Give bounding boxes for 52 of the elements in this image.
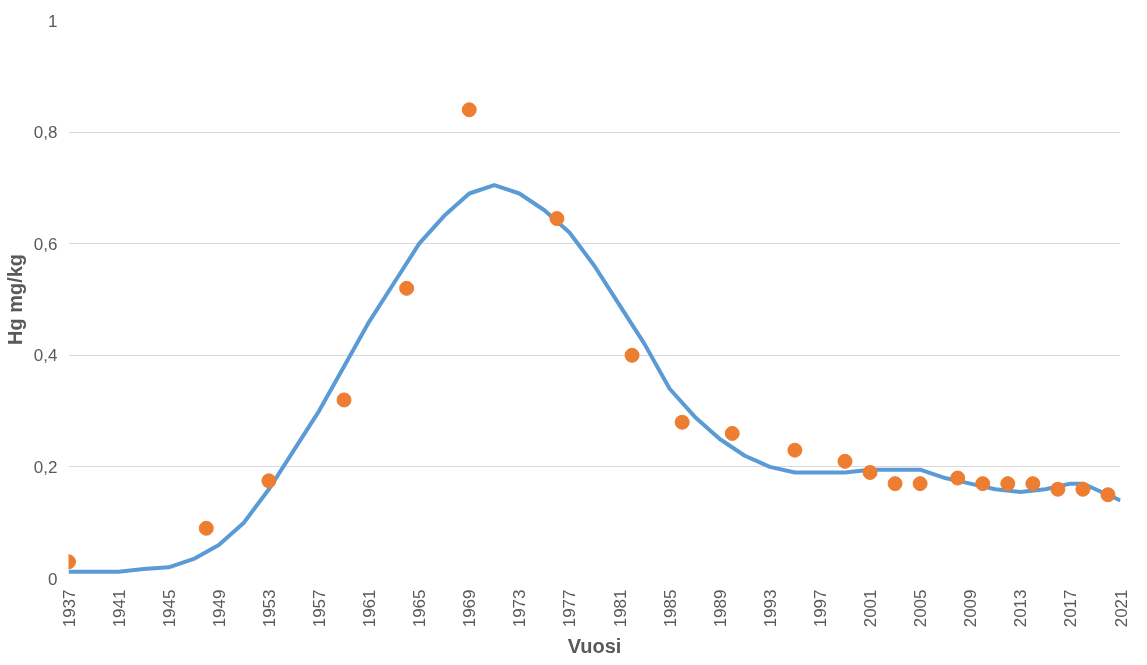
point (887, 476, 903, 492)
x-tick-label: 2017 (1061, 589, 1081, 628)
point (862, 464, 878, 480)
point (624, 347, 640, 363)
x-tick-label: 2001 (861, 589, 881, 628)
y-tick-label: 0,4 (33, 346, 58, 366)
point (975, 476, 991, 492)
x-tick-label: 1945 (159, 589, 179, 628)
x-tick-label: 2005 (911, 589, 931, 628)
y-tick-label: 0,8 (33, 123, 58, 143)
point (399, 280, 415, 296)
y-axis-title: Hg mg/kg (3, 253, 26, 346)
x-tick-label: 1953 (259, 589, 279, 628)
x-tick-label: 1961 (360, 589, 380, 628)
y-tick-label: 0 (48, 569, 58, 589)
point (336, 392, 352, 408)
y-tick-label: 1 (48, 11, 58, 31)
x-tick-label: 1985 (660, 589, 680, 628)
x-tick-label: 1949 (209, 589, 229, 628)
point (261, 473, 277, 489)
point (912, 476, 928, 492)
x-tick-label: 1977 (560, 589, 580, 628)
x-tick-label: 1973 (510, 589, 530, 628)
x-axis-title: Vuosi (567, 635, 622, 658)
x-tick-label: 1993 (760, 589, 780, 628)
x-tick-label: 1997 (810, 589, 830, 628)
point (950, 470, 966, 486)
x-tick-label: 1981 (610, 589, 630, 628)
x-tick-label: 1989 (710, 589, 730, 628)
point (461, 102, 477, 118)
point (674, 414, 690, 430)
point (198, 520, 214, 536)
point (787, 442, 803, 458)
x-tick-label: 1941 (109, 589, 129, 628)
x-tick-label: 1965 (410, 589, 430, 628)
point (837, 453, 853, 469)
point (1050, 481, 1066, 497)
point (724, 425, 740, 441)
point (1025, 476, 1041, 492)
x-tick-label: 2021 (1111, 589, 1131, 628)
point (1075, 481, 1091, 497)
x-tick-label: 1969 (460, 589, 480, 628)
line-series (68, 183, 1121, 574)
y-tick-label: 0,2 (33, 457, 58, 477)
x-tick-label: 1937 (59, 589, 79, 628)
point (1100, 487, 1116, 503)
point (549, 211, 565, 227)
x-tick-label: 2009 (961, 589, 981, 628)
point (1000, 476, 1016, 492)
x-tick-label: 2013 (1011, 589, 1031, 628)
x-tick-label: 1957 (309, 589, 329, 628)
y-tick-label: 0,6 (33, 234, 58, 254)
